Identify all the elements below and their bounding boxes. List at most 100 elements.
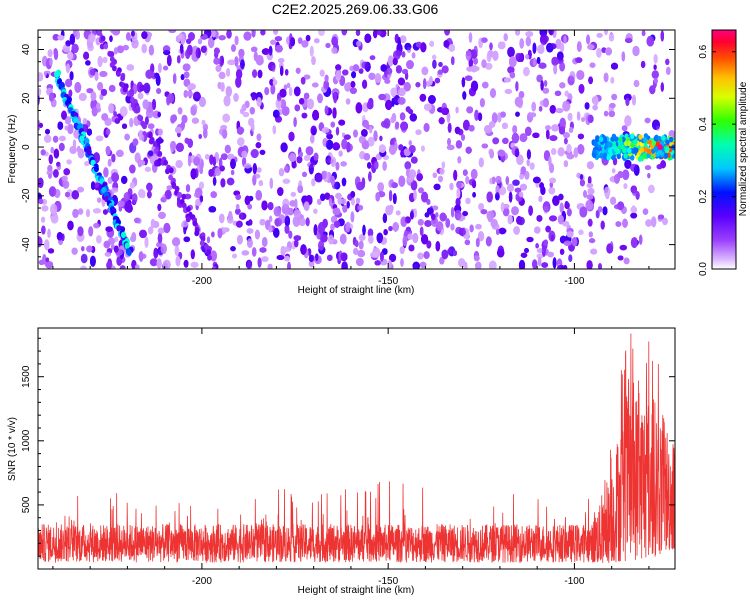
spectrogram-cell (632, 94, 636, 106)
spectrogram-cell (646, 35, 654, 47)
spectrogram-cell (432, 59, 437, 69)
spectrogram-cell (101, 113, 109, 121)
spectrogram-cell (541, 262, 549, 268)
spectrogram-cell (471, 180, 477, 189)
spectrogram-cell (635, 191, 640, 200)
spectrogram-cell (90, 255, 96, 267)
spectrogram-cell (441, 161, 446, 169)
spectrogram-cell (532, 42, 537, 54)
spectrogram-cell (351, 197, 355, 206)
spectrogram-cell (119, 265, 126, 269)
spectrogram-cell (633, 79, 640, 88)
spectrogram-cell (489, 149, 495, 159)
spectrogram-cell (58, 142, 65, 152)
spectrogram-cell (465, 176, 470, 185)
spectrogram-cell (63, 168, 70, 176)
spectrogram-cell (69, 71, 74, 81)
spectrogram-cell (72, 139, 77, 149)
spectrogram-cell (355, 240, 359, 248)
spectrogram-cell (230, 169, 235, 176)
spectrogram-cell (621, 125, 628, 132)
spectrogram-cell (315, 253, 319, 262)
spectrogram-cell (526, 159, 530, 167)
spectrogram-cell (593, 95, 599, 106)
spectrogram-cell (564, 137, 568, 145)
spectrogram-cell (482, 81, 489, 89)
spectrogram-cell (340, 252, 348, 262)
spectrogram-cell (412, 261, 420, 269)
spectrogram-cell (353, 129, 358, 138)
spectrogram-cell (255, 55, 264, 66)
spectrogram-cell (48, 186, 57, 197)
spectrogram-cell (187, 138, 193, 148)
spectrogram-cell (52, 34, 60, 41)
spectrogram-cell (309, 45, 314, 57)
spectrogram-cell (478, 157, 484, 168)
spectrogram-cell (470, 80, 479, 92)
spectrogram-cell (374, 160, 379, 170)
spectrogram-cell (264, 87, 270, 96)
spectrogram-cell (71, 43, 79, 54)
spectrogram-cell (185, 216, 191, 223)
spectrogram-cell (654, 77, 658, 84)
spectrogram-cell (447, 138, 451, 146)
spectrogram-cell (317, 93, 323, 104)
spectrogram-cell (340, 233, 347, 245)
spectrogram-cell (86, 128, 92, 136)
spectrogram-cell (391, 182, 398, 189)
spectrogram-cell (375, 192, 381, 202)
spectrogram-cell (173, 73, 177, 84)
spectrogram-cell (225, 86, 232, 97)
spectrogram-cell (332, 207, 341, 216)
spectrogram-cell (538, 195, 543, 203)
spectrogram-cell (277, 187, 284, 196)
spectrogram-cell (368, 171, 372, 182)
spectrogram-cell (633, 164, 640, 176)
spectrogram-cell (507, 183, 514, 192)
spectrogram-cell (281, 106, 290, 116)
spectrogram-cell (141, 43, 147, 54)
spectrogram-cell (288, 86, 293, 97)
spectrogram-cell (130, 102, 136, 109)
spectrogram-cell (38, 72, 44, 82)
spectrogram-cell (282, 246, 290, 253)
spectrogram-cell (559, 248, 565, 255)
spectrogram-cell (432, 172, 437, 178)
spectrogram-cell (126, 64, 135, 71)
spectrogram-cell (244, 195, 251, 206)
spectrogram-cell (127, 188, 133, 196)
spectrogram-cell (190, 168, 197, 180)
spectrogram-cell (234, 35, 239, 46)
spectrogram-cell (660, 82, 664, 92)
spectrogram-cell (129, 164, 136, 174)
spectrogram-cell (544, 80, 548, 87)
spectrogram-cell (391, 98, 395, 107)
spectrogram-cell (302, 171, 307, 177)
spectrogram-cell (175, 160, 183, 169)
spectrogram-cell (67, 220, 74, 231)
spectrogram-cell (462, 169, 468, 176)
spectrogram-cell (549, 105, 556, 114)
spectrogram-cell (66, 159, 72, 165)
spectrogram-cell (344, 82, 352, 92)
spectrogram-cell (147, 123, 155, 129)
spectrogram-cell (232, 253, 237, 259)
spectrogram-cell (157, 232, 163, 244)
spectrogram-cell (238, 48, 245, 58)
spectrogram-cell (312, 82, 319, 88)
spectrogram-cell (272, 125, 276, 135)
spectrogram-cell (609, 103, 616, 109)
spectrogram-cell (104, 251, 112, 257)
spectrogram-cell (384, 69, 388, 78)
spectrogram-cell (147, 190, 152, 199)
spectrogram-cell (148, 226, 154, 235)
spectrogram-cell (606, 243, 614, 254)
spectrogram-cell (441, 65, 449, 74)
spectrogram-cell (68, 89, 73, 98)
spectrogram-cell (526, 149, 531, 160)
spectrogram-cell (559, 202, 564, 214)
spectrogram-cell (61, 110, 67, 120)
spectrogram-cell (276, 255, 285, 260)
spectrogram-cell (537, 44, 545, 54)
